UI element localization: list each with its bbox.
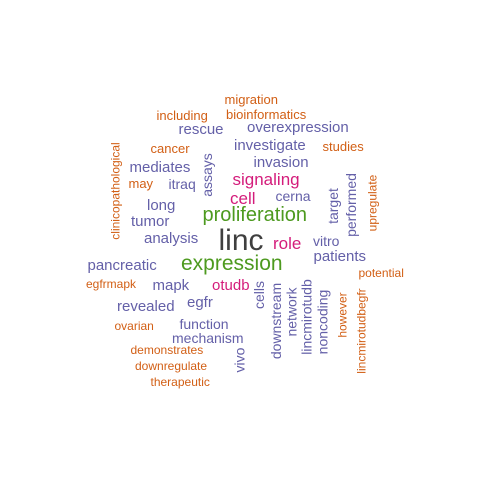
word-clinicopathological: clinicopathological bbox=[108, 142, 123, 240]
word-egfrmapk: egfrmapk bbox=[86, 277, 137, 291]
word-cells: cells bbox=[251, 280, 268, 310]
word-including: including bbox=[156, 107, 208, 123]
word-target: target bbox=[324, 188, 341, 224]
word-analysis: analysis bbox=[144, 229, 199, 247]
word-function: function bbox=[179, 316, 229, 332]
word-vivo: vivo bbox=[230, 347, 247, 373]
word-lincmirotudb: lincmirotudb bbox=[298, 279, 315, 355]
word-cell: cell bbox=[230, 188, 256, 208]
word-noncoding: noncoding bbox=[313, 289, 330, 355]
word-cerna: cerna bbox=[275, 188, 311, 204]
word-assays: assays bbox=[198, 153, 215, 197]
word-studies: studies bbox=[322, 138, 364, 154]
word-proliferation: proliferation bbox=[202, 204, 308, 226]
word-vitro: vitro bbox=[313, 233, 340, 249]
word-ovarian: ovarian bbox=[114, 319, 154, 333]
word-however: however bbox=[335, 292, 350, 338]
word-downstream: downstream bbox=[268, 282, 285, 360]
word-revealed: revealed bbox=[117, 297, 175, 315]
word-long: long bbox=[147, 196, 176, 214]
word-downregulate: downregulate bbox=[135, 359, 208, 373]
word-may: may bbox=[128, 175, 154, 191]
word-mapk: mapk bbox=[152, 276, 190, 294]
word-performed: performed bbox=[342, 173, 359, 237]
word-demonstrates: demonstrates bbox=[130, 343, 204, 357]
word-mechanism: mechanism bbox=[172, 330, 244, 346]
word-egfr: egfr bbox=[187, 293, 213, 311]
word-lincmirotudbegfr: lincmirotudbegfr bbox=[354, 288, 369, 374]
word-potential: potential bbox=[358, 266, 404, 280]
word-therapeutic: therapeutic bbox=[150, 375, 210, 389]
word-mediates: mediates bbox=[129, 158, 191, 176]
word-signaling: signaling bbox=[232, 169, 300, 189]
word-otudb: otudb bbox=[212, 276, 250, 294]
word-linc: linc bbox=[218, 224, 264, 257]
word-cancer: cancer bbox=[150, 140, 190, 156]
word-invasion: invasion bbox=[253, 153, 309, 171]
word-overexpression: overexpression bbox=[247, 118, 349, 136]
word-itraq: itraq bbox=[168, 176, 196, 192]
word-upregulate: upregulate bbox=[364, 174, 379, 232]
word-migration: migration bbox=[224, 91, 278, 107]
word-tumor: tumor bbox=[131, 212, 170, 230]
word-pancreatic: pancreatic bbox=[87, 256, 157, 274]
word-expression: expression bbox=[181, 251, 283, 275]
word-patients: patients bbox=[313, 247, 367, 265]
word-role: role bbox=[273, 233, 302, 253]
word-rescue: rescue bbox=[178, 120, 224, 138]
word-investigate: investigate bbox=[234, 136, 306, 154]
word-bioinformatics: bioinformatics bbox=[226, 106, 307, 122]
word-network: network bbox=[283, 287, 300, 337]
